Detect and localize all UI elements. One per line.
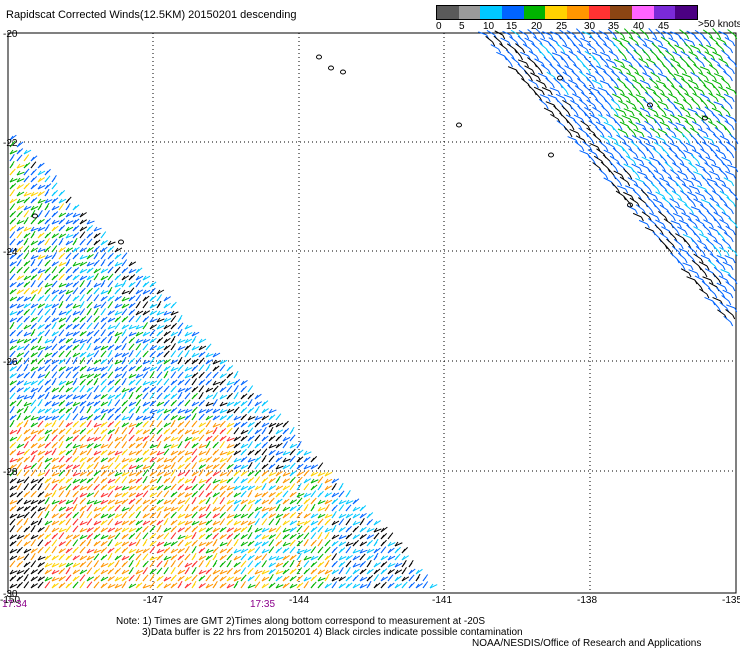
legend-swatch (458, 6, 481, 19)
legend-ticks: 0 5 10 15 20 25 30 35 40 45 (436, 20, 736, 34)
legend-swatch (675, 6, 698, 19)
latitude-label: -22 (3, 138, 18, 149)
island-outline (316, 54, 322, 60)
latitude-labels: -20 -22 -24 -26 -28 -30 (3, 29, 18, 600)
longitude-label: -138 (577, 595, 597, 606)
latitude-label: -26 (3, 357, 18, 368)
latitude-label: -30 (3, 589, 18, 600)
footnote-line-1: Note: 1) Times are GMT 2)Times along bot… (116, 616, 486, 627)
legend-swatch (545, 6, 568, 19)
legend-tick-label: 25 (556, 21, 568, 32)
longitude-label: -135 (722, 595, 740, 606)
latitude-label: -20 (3, 29, 18, 40)
island-outline (118, 239, 124, 245)
longitude-labels: -150 -147 -144 -141 -138 -135 (0, 595, 740, 606)
island-outline (32, 213, 38, 219)
legend-swatch (610, 6, 633, 19)
legend-tick-label: 0 (436, 21, 442, 32)
wind-speed-legend: 0 5 10 15 20 25 30 35 40 45 >50 knots (436, 5, 740, 34)
legend-tick-label: 20 (531, 21, 543, 32)
legend-swatch (437, 6, 459, 19)
longitude-label: -144 (289, 595, 309, 606)
legend-swatch (588, 6, 611, 19)
legend-tick-label: 5 (459, 21, 465, 32)
map-title: Rapidscat Corrected Winds(12.5KM) 201502… (6, 9, 297, 21)
island-outlines (32, 54, 708, 245)
island-outline (647, 102, 653, 108)
latitude-label: -28 (3, 467, 18, 478)
footnote: Note: 1) Times are GMT 2)Times along bot… (116, 616, 523, 638)
map-frame (7, 32, 737, 594)
legend-tick-label: 40 (633, 21, 645, 32)
island-outline (627, 202, 633, 208)
legend-tick-label: 15 (506, 21, 518, 32)
legend-tick-label: 35 (608, 21, 620, 32)
legend-swatch (502, 6, 524, 19)
footnote-line-2: 3)Data buffer is 22 hrs from 20150201 4)… (142, 627, 523, 638)
time-label-start: 17:34 (2, 599, 28, 610)
legend-swatch (632, 6, 654, 19)
legend-color-bar (436, 5, 698, 20)
time-label-mid: 17:35 (250, 599, 276, 610)
island-outline (328, 65, 334, 71)
longitude-label: -141 (432, 595, 452, 606)
legend-swatch (523, 6, 546, 19)
longitude-label: -147 (143, 595, 163, 606)
legend-tick-label: 30 (584, 21, 596, 32)
wind-barbs (9, 27, 739, 589)
island-outline (557, 75, 563, 81)
island-outline (548, 152, 554, 158)
credit-text: NOAA/NESDIS/Office of Research and Appli… (472, 638, 702, 649)
legend-swatch (480, 6, 503, 19)
legend-swatch (567, 6, 589, 19)
legend-tick-label: 45 (658, 21, 670, 32)
longitude-label: -150 (0, 595, 20, 606)
island-outline (340, 69, 346, 75)
legend-units: >50 knots (698, 19, 740, 30)
legend-tick-label: 10 (483, 21, 495, 32)
island-outline (702, 115, 708, 121)
legend-swatch (653, 6, 676, 19)
island-outline (456, 122, 462, 128)
latitude-label: -24 (3, 247, 18, 258)
